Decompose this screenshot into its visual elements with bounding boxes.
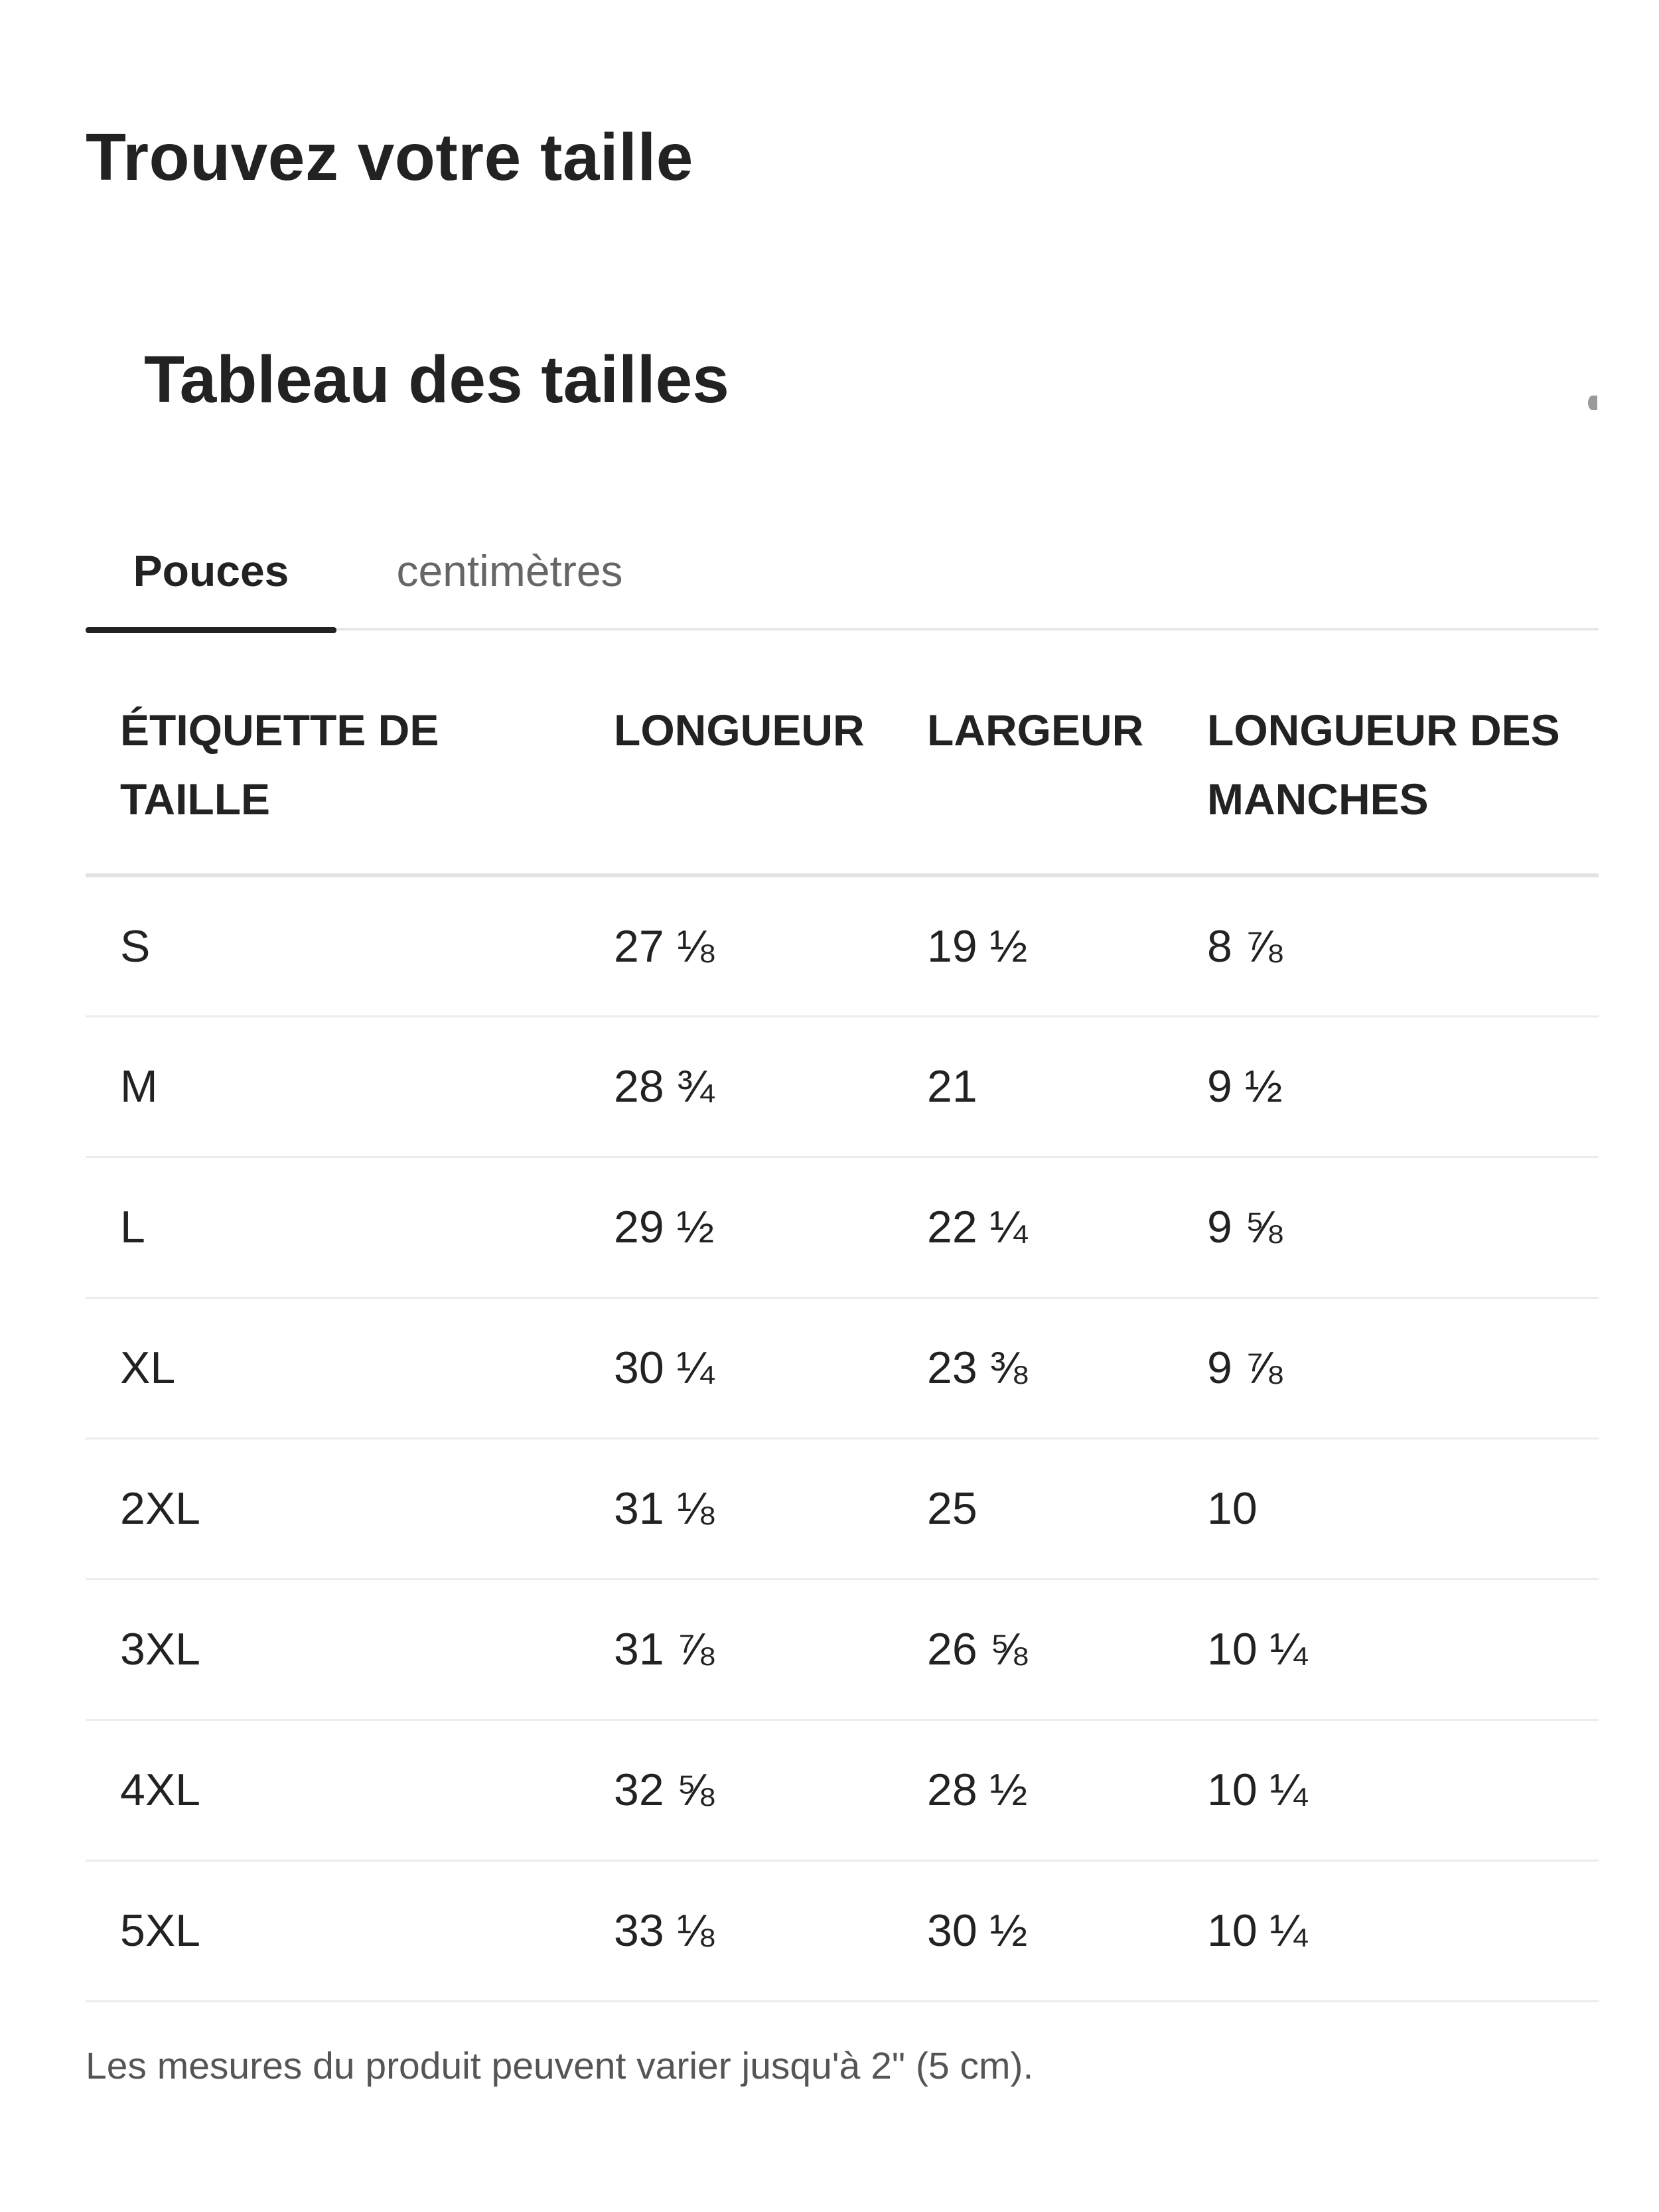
sleeve-length-cell: 10 ¼ — [1173, 1860, 1599, 2002]
width-cell: 25 — [893, 1438, 1173, 1580]
width-cell: 22 ¼ — [893, 1157, 1173, 1299]
size-label-cell: 4XL — [86, 1720, 579, 1862]
length-cell: 28 ¾ — [579, 1016, 893, 1158]
sleeve-length-cell: 10 ¼ — [1173, 1579, 1599, 1721]
tab-centimeters[interactable]: centimètres — [396, 546, 623, 595]
width-cell: 28 ½ — [893, 1720, 1173, 1862]
length-cell: 31 ⅞ — [579, 1579, 893, 1721]
sleeve-length-cell: 8 ⅞ — [1173, 875, 1599, 1017]
width-cell: 30 ½ — [893, 1860, 1173, 2002]
size-label-cell: S — [86, 875, 579, 1017]
size-label-cell: M — [86, 1016, 579, 1158]
table-row: 2XL 31 ⅛ 25 10 — [86, 1438, 1599, 1580]
length-cell: 33 ⅛ — [579, 1860, 893, 2002]
length-cell: 31 ⅛ — [579, 1438, 893, 1580]
column-header-length: LONGUEUR — [579, 669, 893, 877]
length-cell: 32 ⅝ — [579, 1720, 893, 1862]
unit-tabs: Pouces centimètres — [86, 511, 1599, 633]
table-row: 4XL 32 ⅝ 28 ½ 10 ¼ — [86, 1720, 1599, 1862]
length-cell: 27 ⅛ — [579, 875, 893, 1017]
table-header-row: ÉTIQUETTE DE TAILLE LONGUEUR LARGEUR LON… — [86, 669, 1599, 877]
table-row: L 29 ½ 22 ¼ 9 ⅝ — [86, 1157, 1599, 1299]
table-row: 5XL 33 ⅛ 30 ½ 10 ¼ — [86, 1860, 1599, 2002]
table-row: 3XL 31 ⅞ 26 ⅝ 10 ¼ — [86, 1579, 1599, 1721]
size-table: ÉTIQUETTE DE TAILLE LONGUEUR LARGEUR LON… — [86, 669, 1599, 2002]
width-cell: 26 ⅝ — [893, 1579, 1173, 1721]
tab-inches[interactable]: Pouces — [86, 511, 336, 633]
size-label-cell: 2XL — [86, 1438, 579, 1580]
table-row: S 27 ⅛ 19 ½ 8 ⅞ — [86, 875, 1599, 1017]
length-cell: 30 ¼ — [579, 1297, 893, 1439]
sleeve-length-cell: 9 ⅝ — [1173, 1157, 1599, 1299]
measurement-note: Les mesures du produit peuvent varier ju… — [86, 2045, 1034, 2087]
width-cell: 21 — [893, 1016, 1173, 1158]
column-header-sleeve-length: LONGUEUR DES MANCHES — [1173, 669, 1599, 877]
size-label-cell: L — [86, 1157, 579, 1299]
length-cell: 29 ½ — [579, 1157, 893, 1299]
size-label-cell: 5XL — [86, 1860, 579, 2002]
size-label-cell: 3XL — [86, 1579, 579, 1721]
table-row: M 28 ¾ 21 9 ½ — [86, 1016, 1599, 1158]
sleeve-length-cell: 10 ¼ — [1173, 1720, 1599, 1862]
size-label-cell: XL — [86, 1297, 579, 1439]
sleeve-length-cell: 9 ⅞ — [1173, 1297, 1599, 1439]
size-chart-title: Tableau des tailles — [144, 342, 729, 417]
scroll-indicator[interactable] — [1588, 396, 1597, 410]
column-header-width: LARGEUR — [893, 669, 1173, 877]
sleeve-length-cell: 9 ½ — [1173, 1016, 1599, 1158]
width-cell: 23 ⅜ — [893, 1297, 1173, 1439]
table-row: XL 30 ¼ 23 ⅜ 9 ⅞ — [86, 1297, 1599, 1439]
page-title: Trouvez votre taille — [86, 120, 693, 194]
sleeve-length-cell: 10 — [1173, 1438, 1599, 1580]
column-header-size-label: ÉTIQUETTE DE TAILLE — [86, 669, 579, 877]
width-cell: 19 ½ — [893, 875, 1173, 1017]
